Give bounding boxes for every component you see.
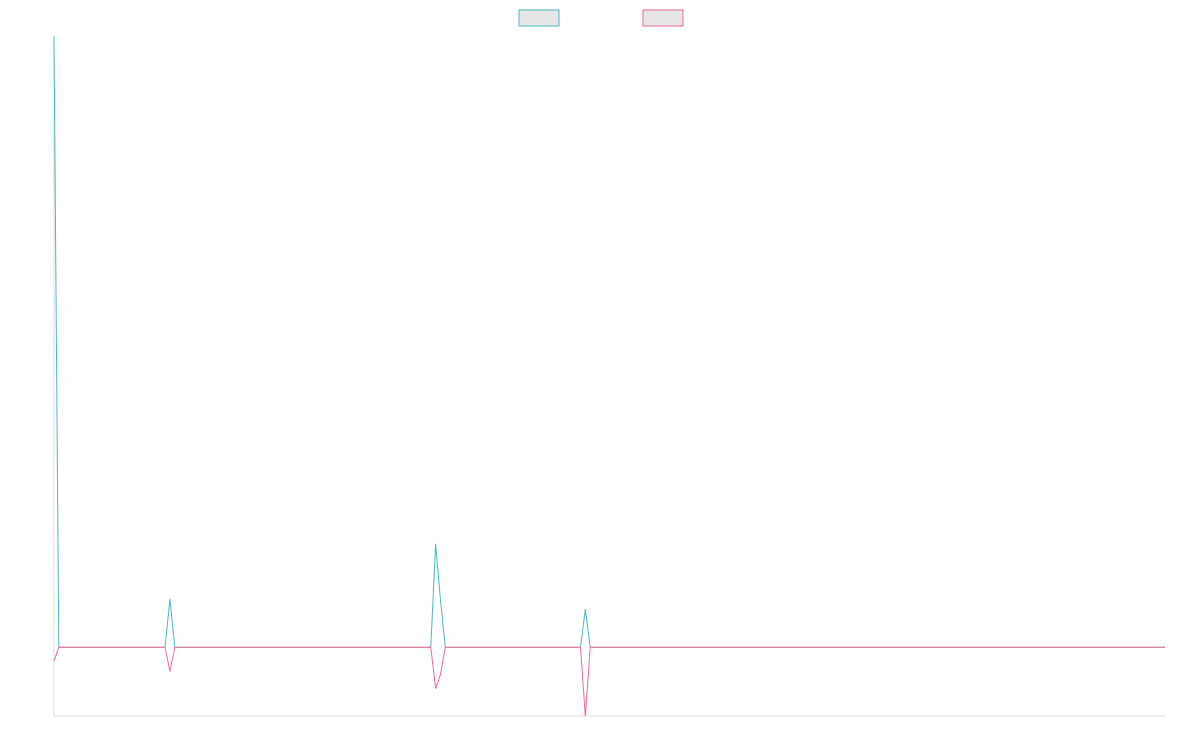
axes	[53, 36, 1165, 717]
series-layer	[53, 35, 1165, 717]
legend	[518, 9, 684, 27]
series-line-1	[53, 35, 1165, 648]
legend-swatch-2[interactable]	[642, 9, 684, 27]
legend-swatch-1[interactable]	[518, 9, 560, 27]
series-line-2	[53, 646, 1165, 717]
